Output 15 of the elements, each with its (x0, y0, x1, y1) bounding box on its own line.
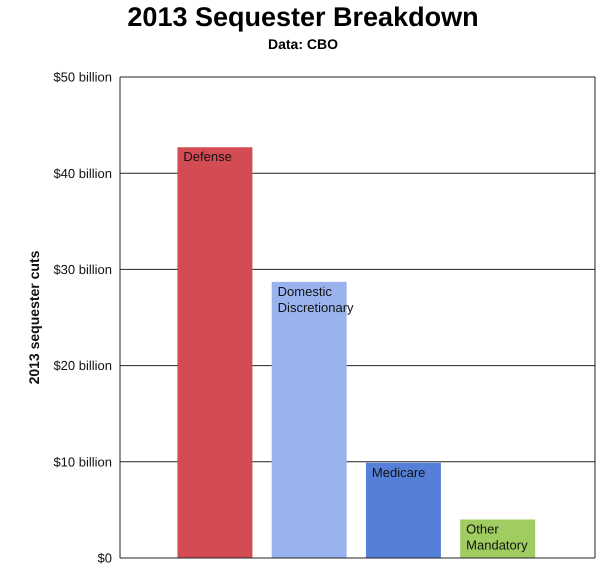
y-tick-label: $20 billion (53, 358, 112, 374)
chart-subtitle: Data: CBO (266, 36, 339, 52)
chart-title: 2013 Sequester Breakdown (126, 2, 480, 33)
x-tick-label: Other Mandatory (466, 522, 528, 553)
bar (177, 147, 252, 558)
y-axis-title: 2013 sequester cuts (26, 250, 42, 384)
x-tick-label: Medicare (372, 464, 426, 480)
x-tick-label: Domestic Discretionary (278, 284, 354, 315)
y-tick-label: $0 (98, 550, 112, 566)
y-tick-label: $40 billion (53, 166, 112, 181)
bar (366, 462, 441, 558)
y-tick-label: $50 billion (53, 70, 112, 85)
y-tick-label: $10 billion (53, 454, 112, 470)
y-tick-label: $30 billion (53, 262, 112, 278)
x-tick-label: Defense (183, 149, 232, 164)
